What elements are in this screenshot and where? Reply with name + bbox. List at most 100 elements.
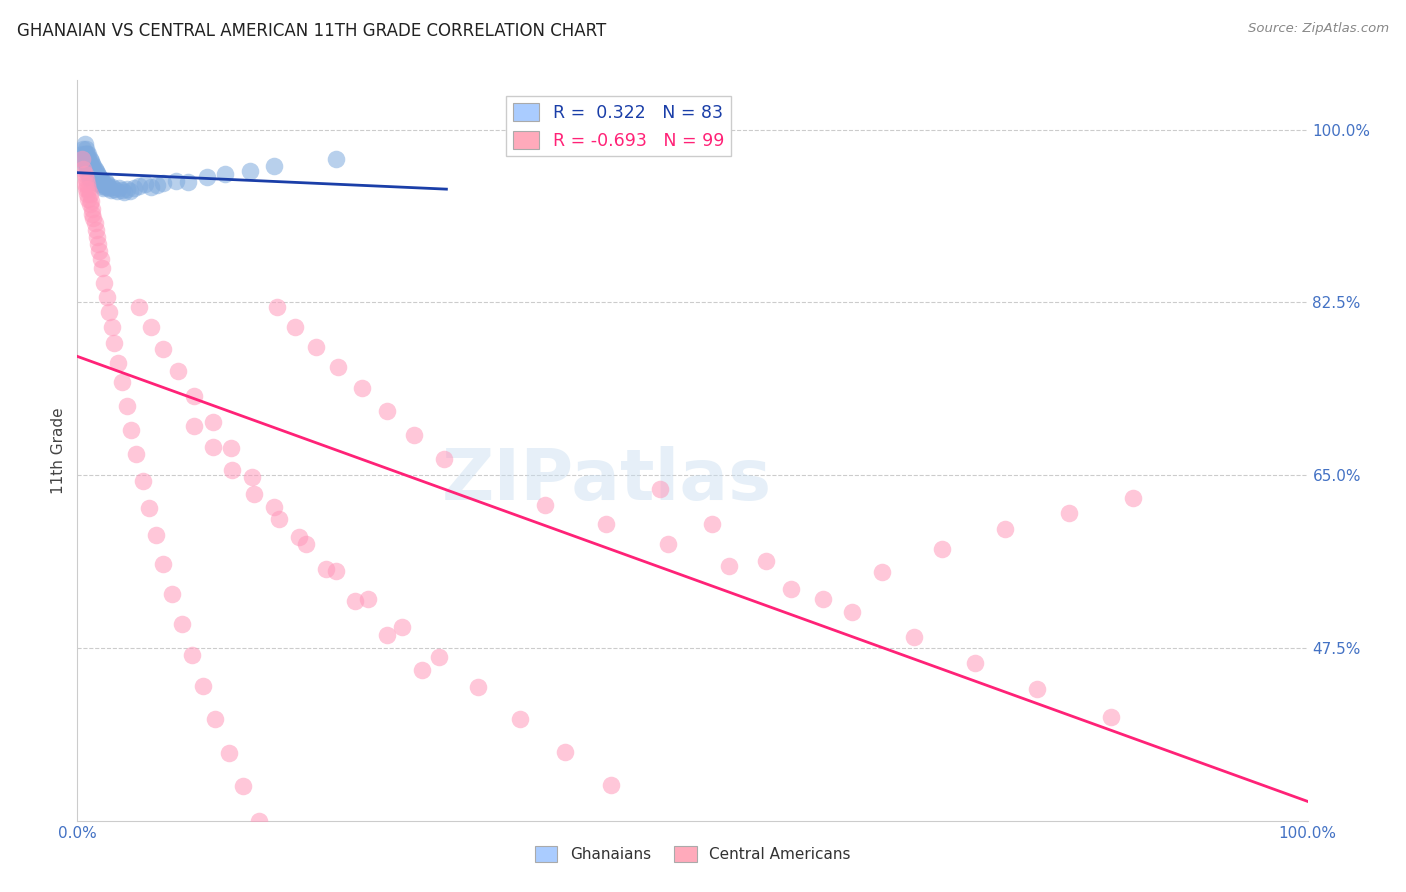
Point [240,470,263,484]
Point [411,663,433,677]
Point [82,164,104,178]
Point [534,498,557,512]
Point [201,441,224,455]
Point [121,423,143,437]
Point [80,164,103,178]
Point [89,169,111,184]
Point [263,500,285,514]
Point [89,175,111,189]
Point [221,463,243,477]
Point [427,649,450,664]
Point [83,162,105,177]
Point [994,523,1017,537]
Point [82,172,104,186]
Point [91,176,114,190]
Point [76,162,98,177]
Point [84,174,107,188]
Point [903,630,925,644]
Point [315,562,337,576]
Point [75,157,97,171]
Point [98,181,121,195]
Point [120,184,142,198]
Point [77,167,100,181]
Point [263,159,285,173]
Point [145,528,167,542]
Point [82,202,104,216]
Point [391,620,413,634]
Point [115,399,138,413]
Point [90,252,112,266]
Point [404,427,426,442]
Point [98,305,121,319]
Point [219,442,242,456]
Legend: Ghanaians, Central Americans: Ghanaians, Central Americans [529,840,856,869]
Point [191,679,214,693]
Point [218,746,240,760]
Point [344,594,367,608]
Point [305,340,328,354]
Point [138,500,160,515]
Point [86,230,108,244]
Point [77,162,100,177]
Point [377,628,399,642]
Point [554,745,576,759]
Point [90,174,114,188]
Point [79,167,101,181]
Point [80,159,103,173]
Point [180,648,202,662]
Point [284,320,307,334]
Point [77,153,100,167]
Point [509,712,531,726]
Point [76,147,98,161]
Point [75,182,97,196]
Point [82,169,104,183]
Point [73,137,96,152]
Point [72,153,94,167]
Point [86,171,108,186]
Point [141,320,163,334]
Point [112,185,135,199]
Point [84,223,107,237]
Point [325,564,347,578]
Point [77,147,100,161]
Point [80,169,103,183]
Point [107,356,129,370]
Point [101,320,124,334]
Point [195,169,218,184]
Point [90,172,112,186]
Point [1122,491,1144,505]
Point [82,211,104,226]
Point [650,482,672,496]
Point [288,530,311,544]
Point [1057,506,1080,520]
Point [77,157,100,171]
Point [115,182,138,196]
Point [84,169,107,183]
Point [657,537,679,551]
Point [152,176,174,190]
Point [377,404,399,418]
Point [170,617,193,632]
Point [83,167,105,181]
Point [76,177,98,191]
Point [90,178,114,193]
Point [103,182,125,196]
Point [841,605,863,619]
Point [295,537,318,551]
Point [111,183,132,197]
Point [89,244,111,258]
Point [131,474,153,488]
Point [183,389,205,403]
Point [108,181,131,195]
Point [80,154,103,169]
Point [97,178,120,193]
Point [134,177,156,191]
Point [82,167,104,181]
Point [75,172,97,186]
Point [165,174,187,188]
Point [103,335,125,350]
Point [73,147,96,161]
Point [91,181,114,195]
Point [152,342,174,356]
Point [79,162,101,177]
